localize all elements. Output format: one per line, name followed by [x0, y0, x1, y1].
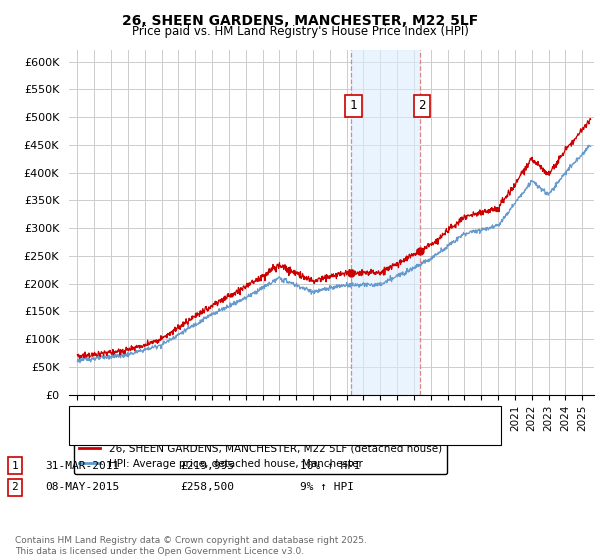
Text: £258,500: £258,500	[180, 482, 234, 492]
Text: 31-MAR-2011: 31-MAR-2011	[45, 461, 119, 471]
Text: Contains HM Land Registry data © Crown copyright and database right 2025.
This d: Contains HM Land Registry data © Crown c…	[15, 536, 367, 556]
Text: 26, SHEEN GARDENS, MANCHESTER, M22 5LF: 26, SHEEN GARDENS, MANCHESTER, M22 5LF	[122, 14, 478, 28]
Legend: 26, SHEEN GARDENS, MANCHESTER, M22 5LF (detached house), HPI: Average price, det: 26, SHEEN GARDENS, MANCHESTER, M22 5LF (…	[74, 438, 447, 474]
Text: 10% ↑ HPI: 10% ↑ HPI	[300, 461, 361, 471]
Text: Price paid vs. HM Land Registry's House Price Index (HPI): Price paid vs. HM Land Registry's House …	[131, 25, 469, 38]
Text: £219,995: £219,995	[180, 461, 234, 471]
Text: 9% ↑ HPI: 9% ↑ HPI	[300, 482, 354, 492]
Text: 1: 1	[350, 100, 357, 113]
Text: 2: 2	[11, 482, 19, 492]
FancyBboxPatch shape	[69, 406, 501, 445]
Text: 1: 1	[11, 461, 19, 471]
Text: 2: 2	[419, 100, 426, 113]
Bar	[351, 50, 420, 395]
Text: 08-MAY-2015: 08-MAY-2015	[45, 482, 119, 492]
